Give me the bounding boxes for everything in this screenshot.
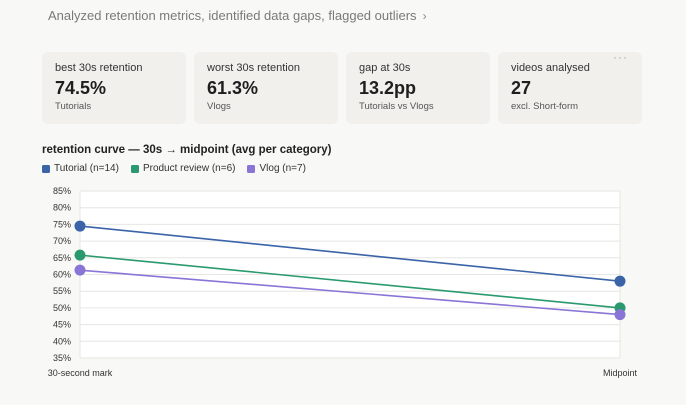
- metric-card-videos: videos analysed 27 excl. Short-form: [498, 52, 642, 124]
- legend-label: Vlog (n=7): [259, 163, 306, 174]
- legend-swatch: [130, 164, 139, 173]
- metric-label: gap at 30s: [359, 62, 411, 74]
- chart-title: retention curve — 30s → midpoint (avg pe…: [42, 144, 332, 156]
- series-line: [79, 269, 621, 316]
- legend-item-vlog[interactable]: Vlog (n=7): [247, 163, 306, 174]
- legend-swatch: [247, 164, 256, 173]
- metric-sub: Tutorials: [55, 101, 92, 112]
- metric-sub: Vlogs: [207, 101, 231, 112]
- y-tick-label: 65%: [53, 253, 71, 263]
- series-line: [79, 254, 621, 309]
- chevron-right-icon: ›: [422, 8, 427, 23]
- data-point: [74, 220, 86, 232]
- metric-card-worst-retention: worst 30s retention 61.3% Vlogs: [194, 52, 338, 124]
- y-tick-label: 75%: [53, 219, 71, 229]
- legend-label: Product review (n=6): [142, 163, 236, 174]
- analysis-summary-link[interactable]: Analyzed retention metrics, identified d…: [48, 8, 427, 23]
- series-line: [79, 225, 621, 282]
- data-point: [74, 264, 86, 276]
- metric-card-best-retention: best 30s retention 74.5% Tutorials: [42, 52, 186, 124]
- y-tick-label: 55%: [53, 286, 71, 296]
- legend-label: Tutorial (n=14): [54, 163, 119, 174]
- more-horizontal-icon[interactable]: ···: [613, 50, 628, 64]
- data-point: [74, 249, 86, 261]
- y-tick-label: 45%: [53, 320, 71, 330]
- metric-label: videos analysed: [511, 62, 590, 74]
- y-tick-label: 70%: [53, 236, 71, 246]
- y-tick-label: 80%: [53, 203, 71, 213]
- metric-cards: best 30s retention 74.5% Tutorials worst…: [42, 52, 642, 124]
- metric-value: 74.5%: [55, 78, 107, 98]
- y-tick-label: 35%: [53, 353, 71, 363]
- legend-item-product-review[interactable]: Product review (n=6): [130, 163, 236, 174]
- y-tick-label: 85%: [53, 186, 71, 196]
- metric-value: 61.3%: [207, 78, 259, 98]
- y-tick-label: 60%: [53, 270, 71, 280]
- data-point: [614, 275, 626, 287]
- metric-sub: Tutorials vs Vlogs: [359, 101, 434, 112]
- metric-sub: excl. Short-form: [511, 101, 579, 112]
- legend-item-tutorial[interactable]: Tutorial (n=14): [42, 163, 119, 174]
- summary-text: Analyzed retention metrics, identified d…: [48, 8, 417, 23]
- metric-value: 27: [511, 78, 532, 98]
- x-tick-label: 30-second mark: [48, 368, 113, 378]
- metric-card-gap: gap at 30s 13.2pp Tutorials vs Vlogs: [346, 52, 490, 124]
- metric-label: best 30s retention: [55, 62, 143, 74]
- metric-label: worst 30s retention: [207, 62, 300, 74]
- x-tick-label: Midpoint: [603, 368, 638, 378]
- legend-swatch: [42, 164, 50, 173]
- metric-value: 13.2pp: [359, 78, 417, 98]
- chart-legend: Tutorial (n=14) Product review (n=6) Vlo…: [42, 163, 306, 174]
- y-tick-label: 40%: [53, 336, 71, 346]
- data-point: [614, 309, 626, 321]
- y-tick-label: 50%: [53, 303, 71, 313]
